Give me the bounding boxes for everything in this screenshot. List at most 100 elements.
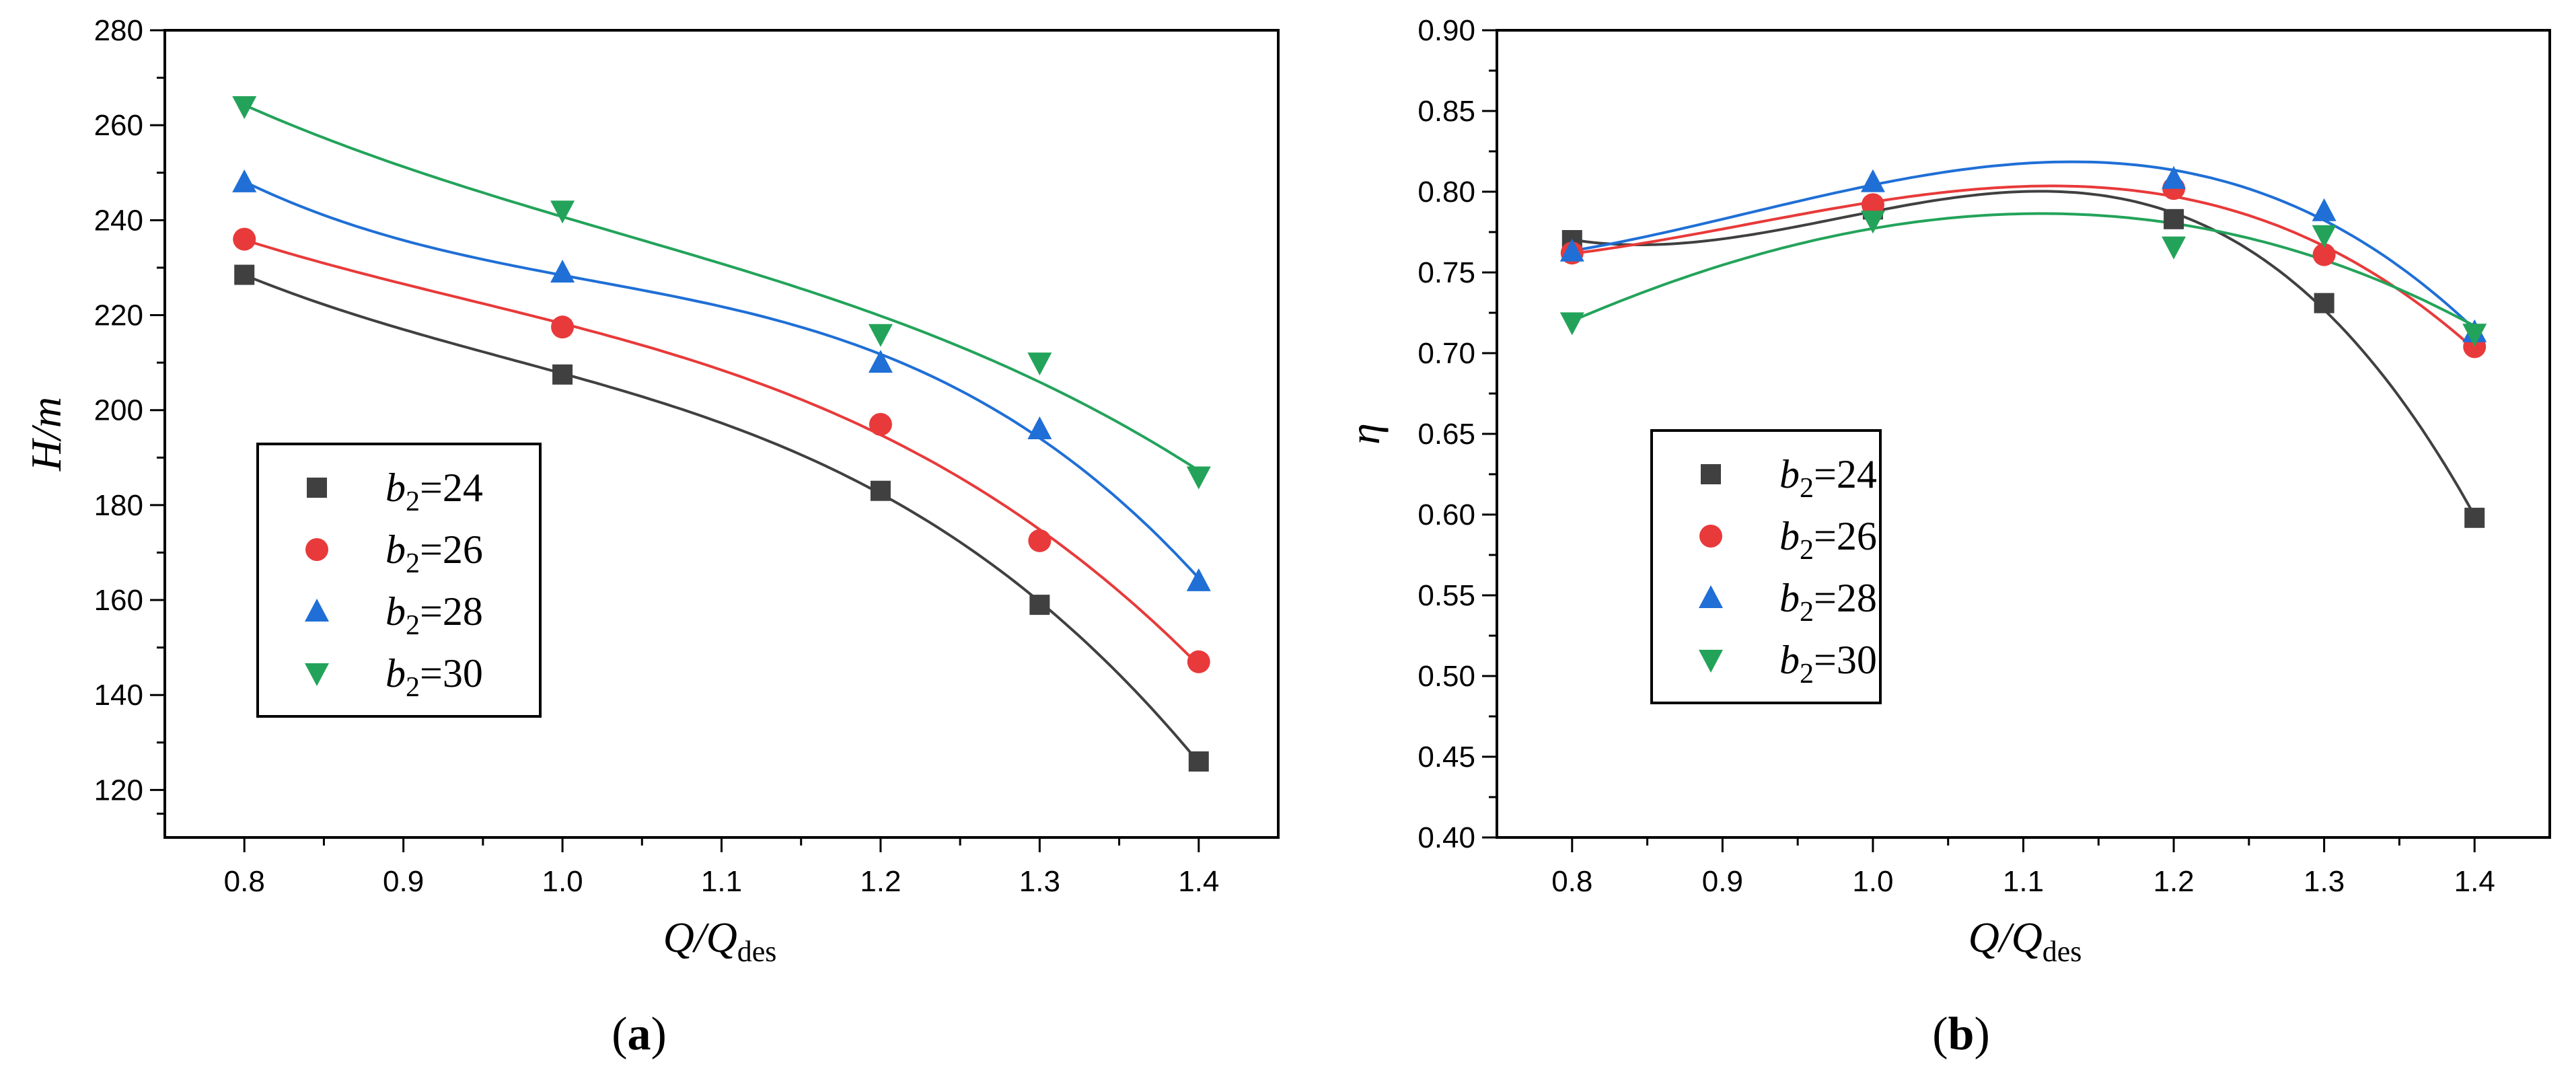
legend-label-b2=30: b2=30 [385,651,483,703]
data-point-b2=28 [2312,198,2336,221]
data-point-b2=30 [2462,324,2487,347]
legend-box [1650,429,1882,704]
data-point-b2=30 [868,324,893,347]
x-tick-label: 1.4 [1178,865,1219,898]
legend-marker-b2=24 [307,478,327,498]
y-tick-label: 0.75 [1418,256,1475,289]
y-tick-label: 0.70 [1418,337,1475,370]
y-tick-label: 200 [94,394,143,427]
y-tick-label: 0.55 [1418,579,1475,612]
legend: b2=24 b2=26 b2=28 b2=30 [256,443,542,718]
data-point-b2=24 [1188,751,1209,772]
data-point-b2=30 [2162,236,2186,260]
x-axis-title: Q/Qdes [663,913,777,968]
data-point-b2=30 [1860,211,1885,234]
x-axis-title-main: Q/Q [663,913,737,961]
data-point-b2=26 [1028,529,1052,552]
y-tick-label: 220 [94,299,143,332]
x-axis-title: Q/Qdes [1968,913,2082,968]
fit-curve-b2=30 [244,104,1200,472]
legend-marker-b2=30 [305,663,329,686]
data-point-b2=28 [232,169,257,192]
data-point-b2=30 [550,200,575,224]
data-point-b2=28 [1559,238,1584,262]
x-tick-label: 0.8 [1551,865,1592,898]
data-point-b2=28 [2162,165,2186,189]
y-tick-label: 260 [94,109,143,142]
legend-label-b2=28: b2=28 [1779,576,1877,628]
y-tick-label: 280 [94,14,143,47]
y-tick-label: 240 [94,204,143,237]
y-tick-label: 160 [94,584,143,617]
x-tick-label: 1.4 [2454,865,2495,898]
data-point-b2=26 [1187,650,1210,673]
x-tick-label: 0.9 [383,865,424,898]
x-tick-label: 1.3 [2304,865,2345,898]
data-point-b2=30 [232,96,257,119]
data-point-b2=30 [2312,225,2336,248]
legend-label-b2=26: b2=26 [385,527,483,579]
legend: b2=24 b2=26 b2=28 b2=30 [1650,429,1882,704]
y-tick-label: 0.50 [1418,660,1475,693]
legend-label-b2=28: b2=28 [385,589,483,641]
x-axis-title-subscript: des [2043,935,2082,968]
panel-label: (b) [1932,1008,1990,1060]
y-tick-label: 0.80 [1418,176,1475,209]
panel-label: (a) [612,1008,667,1060]
data-point-b2=24 [2464,507,2485,528]
y-tick-label: 0.40 [1418,821,1475,854]
panel-a-head-chart: 0.8 0.9 1.0 1.1 1.2 1.3 1.4 120 140 160 180 200 220 2… [22,14,1280,1060]
panel-b-efficiency-chart: 0.8 0.9 1.0 1.1 1.2 1.3 1.4 0.40 0.45 0.50 0.55 0.6… [1341,14,2551,1060]
data-point-b2=28 [550,260,575,283]
data-point-b2=28 [868,350,893,373]
data-point-b2=24 [552,364,573,385]
data-point-b2=26 [1861,193,1884,217]
x-tick-label: 1.1 [701,865,742,898]
x-axis-title-subscript: des [737,935,777,968]
data-point-b2=26 [233,227,256,251]
y-tick-label: 0.65 [1418,418,1475,451]
y-tick-label: 0.90 [1418,14,1475,47]
legend-label-b2=24: b2=24 [385,465,483,517]
data-point-b2=26 [869,412,892,436]
data-point-b2=28 [1860,169,1885,192]
data-point-b2=30 [1186,466,1211,490]
legend-label-b2=26: b2=26 [1779,514,1877,566]
y-tick-label: 140 [94,679,143,712]
x-tick-label: 1.1 [2003,865,2044,898]
y-tick-label: 0.85 [1418,95,1475,128]
y-tick-label: 0.45 [1418,741,1475,774]
x-tick-label: 0.9 [1702,865,1743,898]
x-tick-label: 1.2 [860,865,901,898]
legend-marker-b2=30 [1699,650,1723,673]
y-tick-label: 120 [94,774,143,807]
x-tick-label: 1.3 [1019,865,1060,898]
legend-marker-b2=26 [1699,525,1722,548]
legend-marker-b2=28 [1699,585,1723,608]
data-point-b2=24 [1029,595,1050,615]
legend-marker-b2=24 [1701,464,1721,484]
data-point-b2=24 [234,264,255,285]
y-tick-label: 180 [94,489,143,522]
data-point-b2=24 [2314,293,2334,313]
x-axis-title-main: Q/Q [1968,913,2043,961]
legend-marker-b2=26 [305,538,328,561]
data-point-b2=26 [2312,243,2336,266]
x-tick-label: 1.2 [2153,865,2194,898]
y-axis-title: H/m [22,397,70,472]
x-tick-label: 1.0 [542,865,583,898]
legend-box [256,443,542,718]
data-point-b2=28 [1027,416,1052,439]
legend-label-b2=24: b2=24 [1779,452,1877,504]
data-point-b2=28 [1186,568,1211,591]
data-point-b2=24 [2164,209,2184,229]
x-tick-label: 0.8 [224,865,265,898]
legend-marker-b2=28 [305,599,329,622]
y-axis-title: η [1341,423,1389,445]
y-tick-label: 0.60 [1418,498,1475,531]
data-point-b2=30 [1559,312,1584,336]
legend-label-b2=30: b2=30 [1779,638,1877,689]
data-point-b2=30 [1027,352,1052,376]
data-point-b2=24 [870,480,891,501]
